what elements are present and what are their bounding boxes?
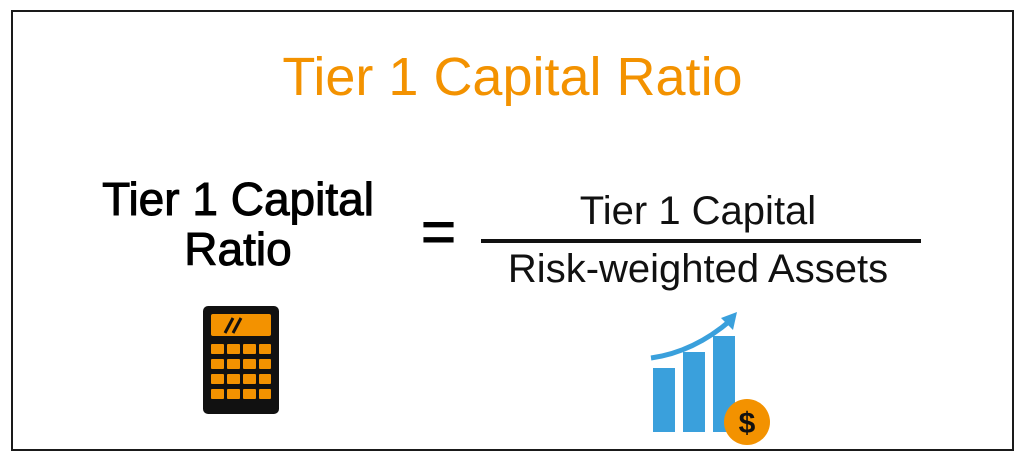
formula-denominator: Risk-weighted Assets <box>507 247 889 291</box>
calculator-icon <box>203 306 279 414</box>
formula-lhs-line2: Ratio <box>184 223 292 275</box>
diagram-frame: Tier 1 Capital Ratio Tier 1 Capital Rati… <box>11 10 1014 451</box>
growth-chart-dollar-icon: $ <box>650 312 770 445</box>
equals-sign: = <box>420 198 457 265</box>
formula-numerator: Tier 1 Capital <box>579 189 817 233</box>
fraction-bar <box>481 239 921 243</box>
page-title: Tier 1 Capital Ratio <box>282 47 743 107</box>
dollar-symbol: $ <box>739 407 756 440</box>
formula-lhs: Tier 1 Capital Ratio <box>73 173 403 275</box>
formula-lhs-line1: Tier 1 Capital <box>102 173 375 225</box>
